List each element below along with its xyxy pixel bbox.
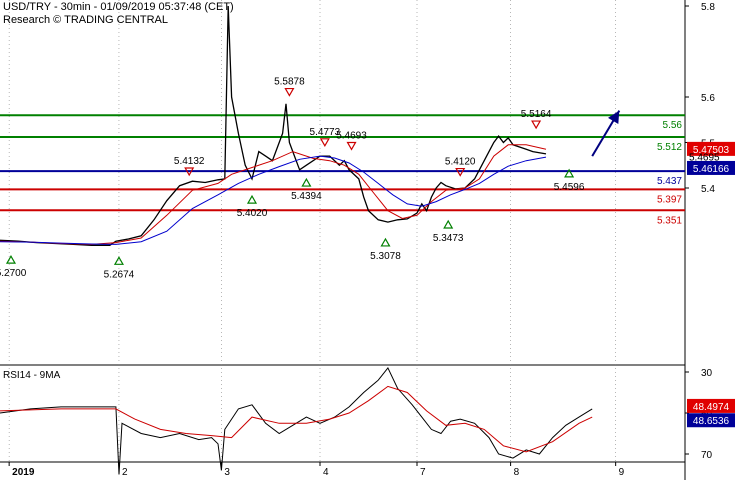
swing-high-marker — [346, 141, 357, 151]
swing-low-marker — [113, 256, 124, 265]
swing-low-label: 5.4020 — [237, 208, 268, 219]
swing-low-label: 5.3078 — [370, 251, 401, 262]
level-label: 5.56 — [663, 120, 683, 131]
x-tick-label: 8 — [514, 467, 520, 478]
swing-low-label: 5.2674 — [104, 269, 135, 280]
rsi-ma-badge-bg — [687, 398, 735, 413]
swing-high-marker — [284, 87, 295, 97]
swing-low-label: 5.4596 — [554, 182, 585, 193]
swing-high-label: 5.4773 — [310, 127, 341, 138]
grid-lines — [8, 0, 616, 462]
y-tick-label: 5.6 — [701, 93, 715, 104]
swing-low-marker — [443, 219, 454, 229]
rsi-line-rsi — [0, 366, 593, 475]
swing-low-marker — [564, 168, 575, 178]
swing-annotations: 5.2700 5.2674 5.4132 5.4020 5.5878 5.4394 5.47… — [0, 77, 585, 281]
rsi-ma-badge: 48.4974 — [693, 402, 730, 413]
level-label: 5.437 — [657, 176, 682, 187]
swing-high-marker — [184, 167, 195, 177]
last-close-label: 5.4695 — [689, 152, 720, 163]
rsi-panel — [0, 366, 593, 475]
rsi-line-rsi_ma — [0, 385, 593, 453]
swing-high-label: 5.5878 — [274, 77, 305, 88]
x-tick-label: 2 — [122, 467, 128, 478]
x-tick-label: 9 — [619, 467, 625, 478]
swing-high-label: 5.4120 — [445, 157, 476, 168]
swing-high-label: 5.4132 — [174, 156, 205, 167]
swing-low-marker — [301, 177, 312, 187]
support-resistance-levels: 5.56 5.512 5.437 5.397 5.351 — [0, 114, 685, 226]
series-line-ma_slow — [0, 155, 547, 245]
swing-high-marker — [319, 138, 330, 148]
rsi-title: RSI14 - 9MA — [3, 370, 61, 381]
series-line-ma_fast — [0, 144, 547, 245]
x-tick-label: 3 — [224, 467, 230, 478]
y-tick-label: 5.8 — [701, 2, 715, 13]
swing-low-marker — [246, 194, 258, 204]
level-label: 5.351 — [657, 215, 682, 226]
swing-low-marker — [380, 237, 391, 247]
chart-frame — [0, 0, 686, 480]
chart-title: USD/TRY - 30min - 01/09/2019 05:37:48 (C… — [3, 1, 234, 13]
ma-slow-badge-bg — [687, 160, 735, 175]
swing-high-marker — [455, 167, 466, 177]
swing-high-label: 5.5164 — [521, 109, 552, 120]
swing-high-label: 5.4693 — [336, 130, 367, 141]
x-tick-label: 4 — [323, 467, 329, 478]
rsi-value-badge-bg — [687, 413, 735, 428]
swing-low-label: 5.3473 — [433, 233, 464, 244]
swing-high-marker — [531, 120, 542, 130]
last-price-badge-bg — [687, 141, 735, 156]
swing-low-label: 5.4394 — [291, 191, 322, 202]
projection-arrow-head — [608, 110, 620, 125]
price-series — [0, 5, 621, 246]
x-tick-label: 2019 — [12, 467, 35, 478]
series-line-price — [0, 5, 547, 246]
ma-slow-badge: 5.46166 — [693, 164, 730, 175]
level-label: 5.397 — [657, 194, 682, 205]
swing-low-marker — [5, 254, 17, 264]
y-tick-label: 5.4 — [701, 184, 715, 195]
last-price-badge: 5.47503 — [693, 145, 730, 156]
level-label: 5.512 — [657, 142, 682, 153]
rsi-y-tick-label: 70 — [701, 450, 713, 461]
chart-subtitle: Research © TRADING CENTRAL — [3, 14, 168, 26]
swing-low-label: 5.2700 — [0, 268, 27, 279]
x-tick-label: 7 — [420, 467, 426, 478]
rsi-y-tick-label: 30 — [701, 368, 713, 379]
rsi-value-badge: 48.6536 — [693, 416, 730, 427]
